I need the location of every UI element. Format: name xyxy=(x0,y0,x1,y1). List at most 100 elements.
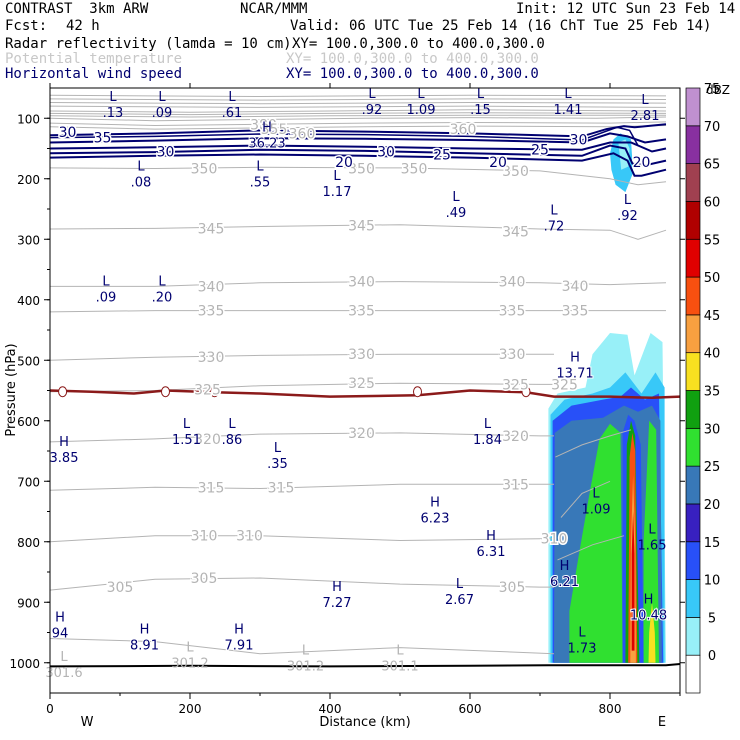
theta-extremum-value: .08 xyxy=(131,176,152,191)
theta-contour-line xyxy=(49,353,554,361)
theta-label: 305 xyxy=(499,580,526,596)
theta-extremum-mark: L xyxy=(396,644,404,659)
theta-contour-line xyxy=(49,577,554,591)
theta-extremum-value: 1.09 xyxy=(407,103,436,118)
theta-contour-line xyxy=(49,432,554,443)
wind-label: 20 xyxy=(335,155,353,171)
theta-extremum-mark: L xyxy=(477,87,485,102)
theta-label: 305 xyxy=(107,580,134,596)
theta-label: 380 xyxy=(250,117,277,133)
theta-label: 310 xyxy=(191,529,218,545)
theta-extremum-mark: L xyxy=(158,90,166,105)
theta-label: 355 xyxy=(261,122,288,138)
theta-label: 345 xyxy=(198,221,225,237)
model-title: CONTRAST 3km ARW xyxy=(5,1,149,17)
theta-extremum-mark: L xyxy=(333,169,341,184)
wind-extremum-mark: H xyxy=(430,495,440,510)
theta-extremum-value: 301.2 xyxy=(171,657,208,672)
wind-label: 30 xyxy=(59,125,77,141)
colorbar-label: 5 xyxy=(708,611,716,626)
theta-label: 315 xyxy=(502,477,529,493)
field-reflectivity-xy: XY= 100.0,300.0 to 400.0,300.0 xyxy=(292,36,545,52)
theta-extremum-value: 1.73 xyxy=(568,642,597,657)
theta-extremum-value: .09 xyxy=(96,291,117,306)
colorbar-label: 60 xyxy=(704,195,721,210)
theta-label: 340 xyxy=(348,275,375,291)
axes: 100 200 300 400 500 600 700 800 900 1000 0 200 400 60… xyxy=(4,83,685,730)
theta-label: 335 xyxy=(499,304,526,320)
wind-extremum-value: 13.71 xyxy=(556,366,593,381)
x-end-label-east: E xyxy=(658,715,666,730)
wind-extremum-value: 36.23 xyxy=(248,136,285,151)
wind-extremum-mark: H xyxy=(140,623,150,638)
colorbar-label: 0 xyxy=(708,649,716,664)
theta-label: 340 xyxy=(198,279,225,295)
theta-contour-line xyxy=(49,101,667,105)
wind-label: 25 xyxy=(531,143,549,159)
theta-label: 310 xyxy=(236,529,263,545)
x-end-label-west: W xyxy=(81,715,94,730)
theta-label: 315 xyxy=(198,480,225,496)
theta-extremum-mark: L xyxy=(564,87,572,102)
theta-extremum-value: .35 xyxy=(267,457,288,472)
theta-label: 325 xyxy=(348,376,375,392)
y-tick-label: 900 xyxy=(17,596,40,610)
wind-label: 30 xyxy=(570,132,588,148)
theta-contour-line xyxy=(49,98,667,101)
theta-extremum-value: .55 xyxy=(250,176,271,191)
wind-extremum-value: 94 xyxy=(52,626,69,641)
theta-label: 330 xyxy=(348,347,375,363)
theta-extremum-mark: L xyxy=(228,90,236,105)
theta-extremum-value: .20 xyxy=(152,291,173,306)
wind-label: 35 xyxy=(94,131,112,147)
colorbar-label: 45 xyxy=(704,309,721,324)
theta-contour-line xyxy=(49,114,666,118)
wind-extremum-value: 3.85 xyxy=(50,451,79,466)
theta-contour-line xyxy=(49,105,667,108)
wind-extremum-value: 6.31 xyxy=(477,545,506,560)
theta-contour-line xyxy=(49,116,667,122)
theta-extremum-value: .13 xyxy=(103,106,124,121)
colorbar-label: 10 xyxy=(704,574,721,589)
y-tick-label: 200 xyxy=(17,173,40,187)
theta-extremum-mark: L xyxy=(158,275,166,290)
theta-extremum-value: .72 xyxy=(544,219,565,234)
colorbar-label: 40 xyxy=(704,347,721,362)
forecast-label: Fcst: xyxy=(5,18,48,34)
colorbar-swatch xyxy=(685,163,701,202)
org-label: NCAR/MMM xyxy=(240,1,308,17)
wind-contour-line xyxy=(49,126,639,146)
zero-contour-marker xyxy=(413,386,422,398)
wind-extremum-value: 10.48 xyxy=(630,608,667,623)
theta-label: 335 xyxy=(198,304,225,320)
wind-contours xyxy=(49,123,667,177)
wind-extremum-value: 6.21 xyxy=(550,575,579,590)
wind-extremum-value: 6.23 xyxy=(421,511,450,526)
colorbar-swatch xyxy=(685,87,701,127)
theta-contour-line xyxy=(49,109,667,113)
theta-extremum-mark: L xyxy=(417,87,425,102)
y-tick-label: 600 xyxy=(17,415,40,429)
colorbar-label: 50 xyxy=(704,271,721,286)
theta-label: 305 xyxy=(191,571,218,587)
theta-extremum-mark: L xyxy=(102,275,110,290)
wind-contour-line xyxy=(49,144,667,167)
theta-extremum-mark: L xyxy=(60,650,68,665)
dbz-55-fill xyxy=(631,511,635,651)
valid-time: Valid: 06 UTC Tue 25 Feb 14 (16 ChT Tue … xyxy=(290,18,712,34)
theta-label: 310 xyxy=(541,532,568,548)
field-wind-xy: XY= 100.0,300.0 to 400.0,300.0 xyxy=(286,66,539,82)
wind-extremum-mark: H xyxy=(644,592,654,607)
theta-extremum-value: 1.09 xyxy=(582,502,611,517)
theta-contour-line xyxy=(49,125,667,130)
theta-label: 350 xyxy=(191,161,218,177)
wind-contour-line xyxy=(49,141,667,153)
theta-contour-line xyxy=(49,638,555,655)
colorbar-swatch xyxy=(685,314,701,354)
x-axis-label: Distance (km) xyxy=(319,715,410,730)
theta-extremum-value: .15 xyxy=(470,103,491,118)
theta-extremum-value: .86 xyxy=(222,433,243,448)
theta-extremum-value: 1.84 xyxy=(473,433,502,448)
theta-extremum-mark: L xyxy=(624,193,632,208)
